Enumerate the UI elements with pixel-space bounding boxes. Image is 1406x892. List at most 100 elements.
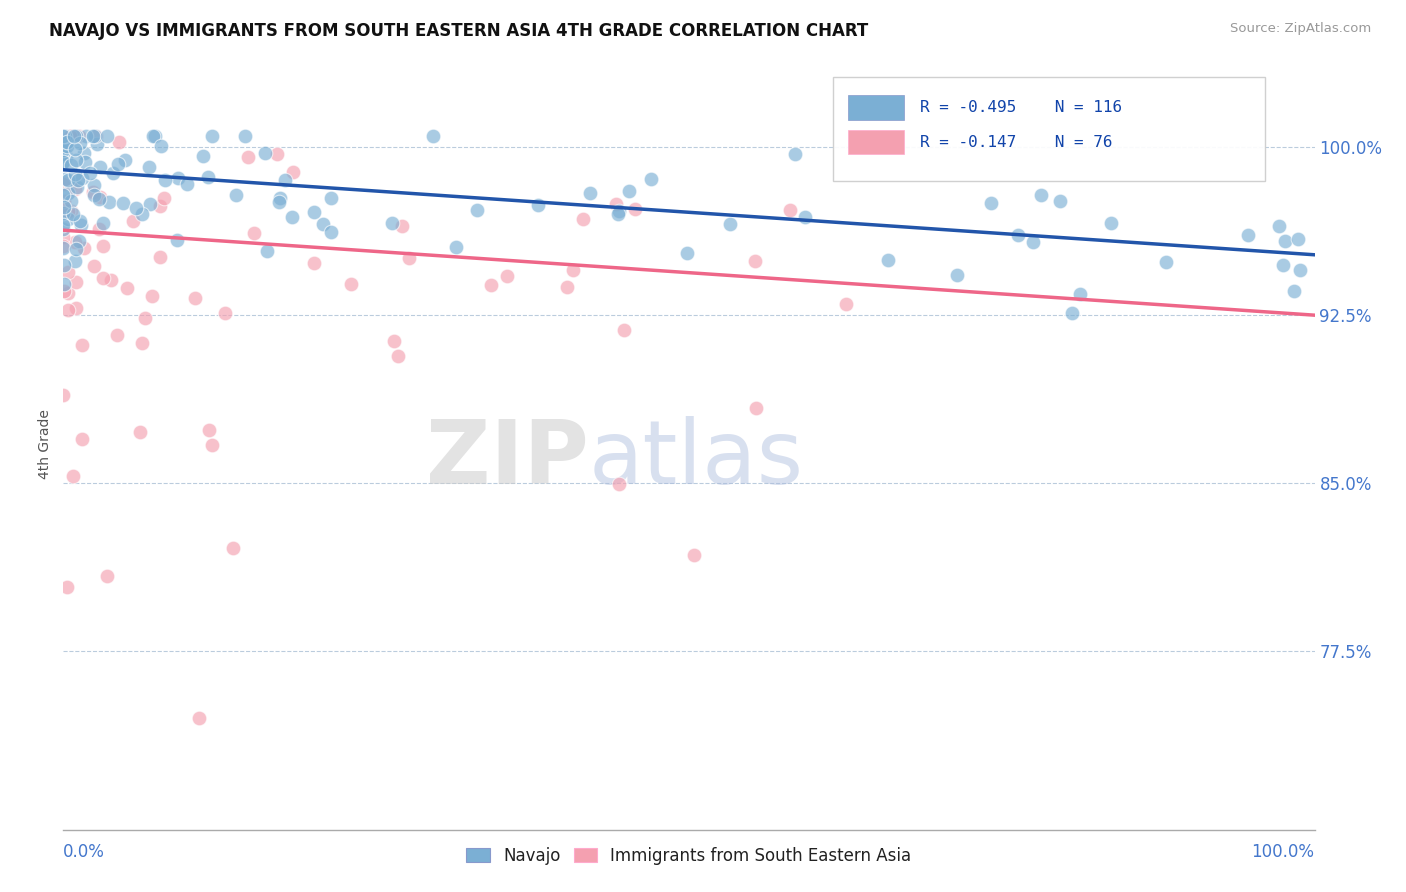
- Point: [53, 129, 76, 144]
- Point: [73, 154, 96, 169]
- Text: Source: ZipAtlas.com: Source: ZipAtlas.com: [1230, 22, 1371, 36]
- Text: R = -0.495    N = 116: R = -0.495 N = 116: [921, 100, 1122, 115]
- Point: [83, 187, 105, 202]
- Point: [70, 171, 93, 186]
- Point: [59, 158, 82, 172]
- Point: [70, 432, 93, 446]
- Point: [91, 216, 114, 230]
- Point: [1060, 306, 1083, 320]
- Point: [52, 388, 75, 402]
- Point: [75, 129, 97, 144]
- Point: [65, 182, 87, 196]
- Point: [84, 129, 107, 144]
- Point: [52, 200, 75, 214]
- Point: [150, 139, 173, 153]
- Point: [63, 235, 86, 250]
- Point: [84, 129, 107, 144]
- Point: [52, 229, 75, 244]
- Point: [214, 306, 236, 320]
- Point: [56, 173, 79, 187]
- Point: [52, 222, 75, 236]
- Point: [745, 401, 768, 416]
- Point: [52, 155, 75, 169]
- Point: [56, 285, 79, 300]
- Point: [139, 197, 162, 211]
- Point: [1274, 234, 1296, 248]
- Point: [779, 203, 801, 218]
- Point: [579, 186, 602, 201]
- Point: [60, 203, 83, 218]
- Point: [1286, 232, 1309, 246]
- Point: [56, 265, 79, 279]
- Point: [785, 147, 807, 161]
- Point: [52, 188, 75, 202]
- Point: [1282, 284, 1305, 298]
- Point: [555, 280, 578, 294]
- Point: [52, 206, 75, 220]
- Point: [52, 134, 75, 148]
- Point: [62, 469, 84, 483]
- Point: [221, 541, 243, 555]
- Point: [835, 297, 858, 311]
- Point: [481, 277, 503, 292]
- Point: [1021, 235, 1043, 249]
- Point: [117, 281, 139, 295]
- Point: [321, 191, 343, 205]
- Point: [495, 268, 517, 283]
- Point: [605, 196, 627, 211]
- Point: [69, 214, 91, 228]
- Text: atlas: atlas: [589, 416, 804, 503]
- Point: [52, 258, 75, 272]
- Point: [52, 239, 75, 253]
- Point: [63, 142, 86, 156]
- Point: [141, 289, 163, 303]
- Point: [718, 217, 741, 231]
- Point: [269, 191, 291, 205]
- Point: [188, 711, 211, 725]
- Point: [339, 277, 361, 291]
- Point: [89, 192, 111, 206]
- Point: [398, 251, 420, 265]
- Text: 100.0%: 100.0%: [1251, 843, 1315, 861]
- Point: [58, 302, 80, 317]
- Point: [91, 270, 114, 285]
- Text: ZIP: ZIP: [426, 416, 589, 503]
- Point: [176, 177, 198, 191]
- Point: [256, 244, 278, 258]
- Point: [86, 137, 108, 152]
- Point: [312, 217, 335, 231]
- Point: [56, 580, 79, 594]
- Point: [52, 241, 75, 255]
- Point: [91, 239, 114, 253]
- Point: [73, 146, 96, 161]
- Point: [166, 233, 188, 247]
- Point: [382, 334, 405, 348]
- Point: [66, 179, 89, 194]
- FancyBboxPatch shape: [832, 78, 1264, 181]
- Point: [142, 129, 165, 144]
- Point: [52, 204, 75, 219]
- Point: [67, 234, 90, 248]
- Point: [82, 129, 104, 144]
- Point: [65, 301, 87, 315]
- Y-axis label: 4th Grade: 4th Grade: [38, 409, 52, 479]
- Point: [112, 196, 135, 211]
- Point: [381, 217, 404, 231]
- Point: [145, 129, 167, 144]
- Point: [52, 177, 75, 191]
- Point: [167, 170, 190, 185]
- Point: [52, 129, 75, 144]
- Point: [149, 199, 172, 213]
- Point: [53, 172, 76, 186]
- Point: [197, 423, 219, 437]
- Point: [73, 241, 96, 255]
- Point: [149, 250, 172, 264]
- Point: [52, 219, 75, 233]
- Point: [70, 338, 93, 352]
- Point: [607, 477, 630, 491]
- Point: [138, 160, 160, 174]
- Point: [1237, 227, 1260, 242]
- Point: [281, 164, 304, 178]
- Point: [946, 268, 969, 283]
- Point: [254, 145, 277, 160]
